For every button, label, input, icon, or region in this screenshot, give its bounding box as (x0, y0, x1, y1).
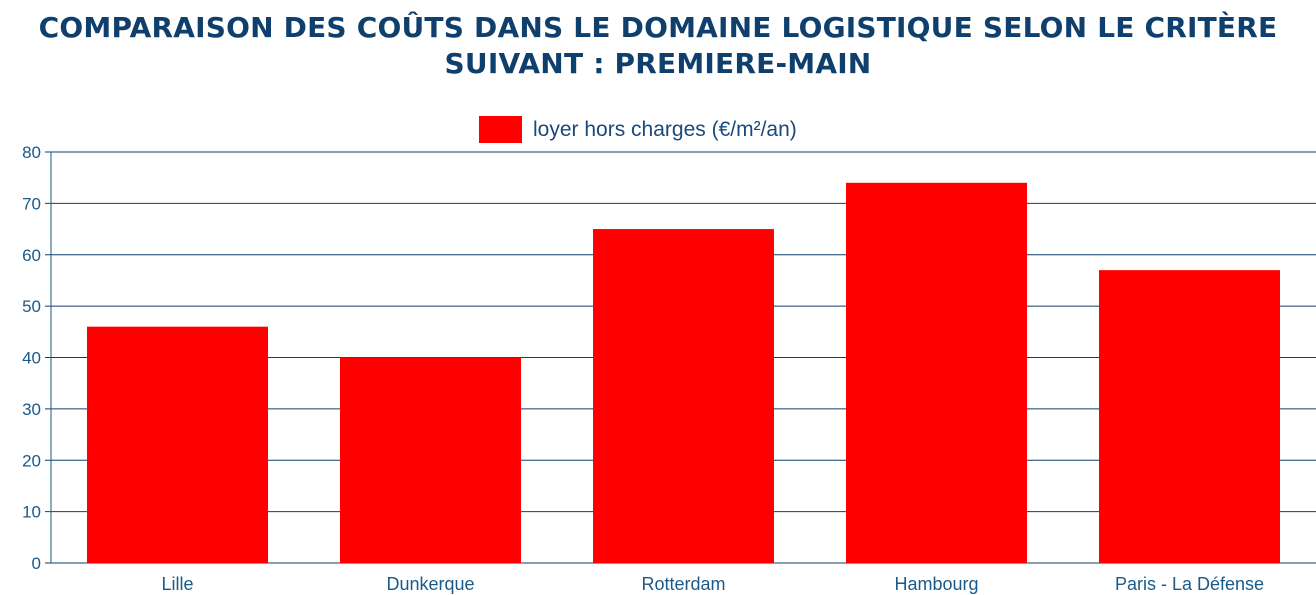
y-tick-label: 50 (22, 297, 41, 316)
bar-rotterdam (593, 229, 774, 563)
bar-dunkerque (340, 357, 521, 563)
bar-lille (87, 326, 268, 563)
y-tick-label: 0 (32, 554, 41, 573)
x-category-label: Hambourg (894, 574, 978, 594)
bars (87, 182, 1280, 563)
y-tick-label: 40 (22, 349, 41, 368)
y-tick-label: 30 (22, 400, 41, 419)
chart-title: COMPARAISON DES COÛTS DANS LE DOMAINE LO… (0, 10, 1316, 82)
x-category-label: Rotterdam (641, 574, 725, 594)
axes: 0 10 20 30 40 50 60 70 80 Lille Dunkerque Rotterdam… (22, 143, 1264, 594)
legend-swatch (479, 116, 522, 143)
x-category-label: Paris - La Défense (1115, 574, 1264, 594)
y-tick-label: 10 (22, 503, 41, 522)
legend-label: loyer hors charges (€/m²/an) (533, 118, 797, 141)
legend: loyer hors charges (€/m²/an) (479, 116, 797, 143)
x-category-label: Dunkerque (386, 574, 474, 594)
bar-hambourg (846, 182, 1027, 563)
chart-title-line-2: SUIVANT : PREMIERE-MAIN (444, 47, 872, 80)
y-tick-label: 20 (22, 451, 41, 470)
y-tick-label: 70 (22, 194, 41, 213)
chart-title-line-1: COMPARAISON DES COÛTS DANS LE DOMAINE LO… (38, 11, 1278, 44)
bar-paris-la-d-fense (1099, 270, 1280, 563)
y-tick-label: 80 (22, 143, 41, 162)
x-category-label: Lille (161, 574, 193, 594)
y-tick-label: 60 (22, 246, 41, 265)
